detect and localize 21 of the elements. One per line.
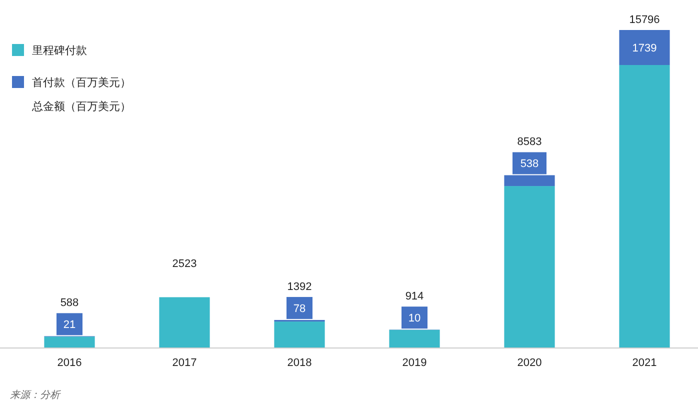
data-label: 10 bbox=[408, 312, 421, 325]
x-tick-label: 2016 bbox=[57, 356, 82, 369]
data-label: 78 bbox=[293, 302, 306, 315]
total-label: 588 bbox=[60, 297, 79, 310]
x-tick-label: 2021 bbox=[632, 356, 657, 369]
data-label: 21 bbox=[63, 319, 76, 332]
legend-label: 首付款（百万美元） bbox=[32, 76, 131, 89]
data-label: 1739 bbox=[632, 42, 657, 55]
total-label: 2523 bbox=[172, 258, 197, 270]
legend-label: 里程碑付款 bbox=[32, 45, 87, 57]
x-tick-label: 2017 bbox=[172, 356, 197, 369]
data-label: 538 bbox=[520, 158, 539, 170]
x-tick-label: 2019 bbox=[402, 356, 427, 369]
x-tick-label: 2018 bbox=[287, 356, 312, 369]
total-label: 1392 bbox=[287, 280, 312, 293]
total-label: 15796 bbox=[629, 14, 660, 26]
total-label: 8583 bbox=[517, 136, 542, 148]
source-note: 来源：分析 bbox=[10, 389, 61, 401]
total-label: 914 bbox=[405, 290, 424, 303]
annotation: 总金额（百万美元） bbox=[31, 100, 131, 113]
x-tick-label: 2020 bbox=[517, 356, 542, 369]
